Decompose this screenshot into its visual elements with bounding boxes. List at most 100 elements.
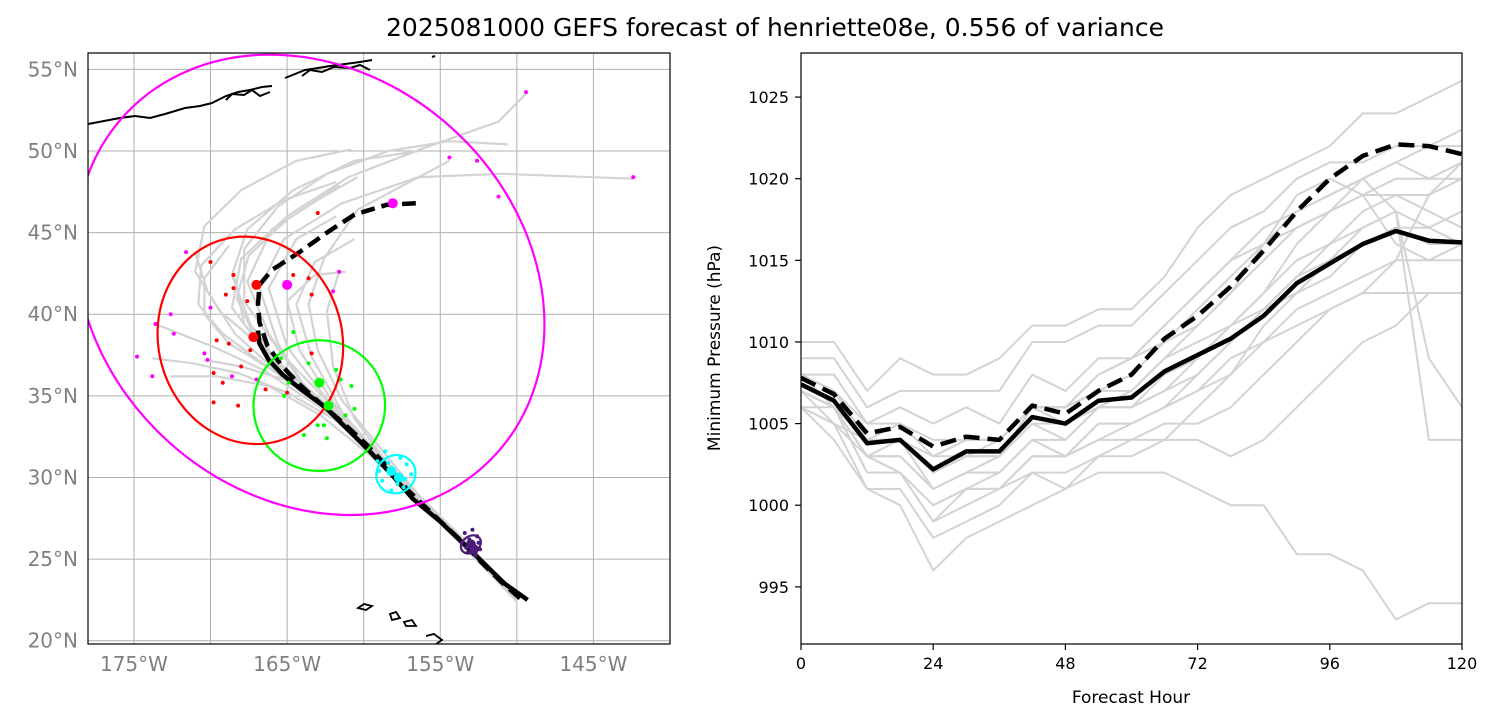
hawaii-island-4	[425, 633, 444, 644]
member-position-point	[315, 423, 320, 428]
member-position-point	[301, 433, 306, 438]
small-island	[431, 55, 436, 58]
member-position-point	[315, 210, 320, 215]
member-position-point	[220, 380, 225, 385]
mean-position-marker	[387, 198, 398, 209]
member-position-point	[470, 527, 475, 532]
figure-title: 2025081000 GEFS forecast of henriette08e…	[386, 13, 1164, 42]
pressure-y-axis-label: Minimum Pressure (hPa)	[705, 245, 725, 451]
member-position-point	[334, 367, 339, 372]
aleutian-coast-2	[225, 88, 271, 101]
member-position-point	[168, 312, 173, 317]
alaska-peninsula-coast	[284, 59, 373, 79]
member-position-point	[309, 292, 314, 297]
mean-position-marker	[282, 279, 293, 290]
mean-position-markers	[248, 198, 479, 555]
mean-position-marker	[251, 279, 262, 290]
member-position-point	[331, 289, 336, 294]
map-grid	[88, 53, 670, 644]
member-position-point	[263, 387, 268, 392]
member-position-point	[245, 299, 250, 304]
uncertainty-ellipse	[375, 453, 417, 495]
member-position-point	[473, 553, 478, 558]
member-position-point	[285, 390, 290, 395]
map-tick-labels: 175°W 165°W 155°W 145°W 20°N 25°N 30°N 35°N 40°N…	[28, 57, 628, 676]
pressure-y-tick-label: 1015	[748, 251, 789, 270]
mean-position-marker	[323, 400, 334, 411]
pressure-ensemble-line	[801, 210, 1462, 458]
pressure-x-axis-label: Forecast Hour	[1072, 688, 1190, 708]
pressure-mean-lines	[801, 142, 1462, 472]
member-position-point	[389, 488, 394, 493]
mean-tracks	[255, 200, 529, 602]
member-position-point	[202, 351, 207, 356]
member-position-point	[352, 406, 357, 411]
member-position-point	[214, 338, 219, 343]
member-position-point	[395, 482, 400, 487]
member-position-point	[380, 478, 385, 483]
pressure-x-tick-label: 0	[796, 654, 806, 673]
mean-position-marker	[314, 377, 325, 388]
pressure-ensemble-line	[801, 210, 1462, 539]
pressure-y-tick-label: 1010	[748, 333, 789, 352]
member-position-point	[447, 155, 452, 160]
aleutian-coast	[88, 85, 273, 125]
member-position-point	[153, 322, 158, 327]
member-position-point	[286, 380, 291, 385]
member-position-point	[409, 472, 414, 477]
map-y-tick-label: 50°N	[28, 139, 78, 163]
uncertainty-ellipses	[88, 53, 546, 555]
pressure-x-tick-label: 48	[1055, 654, 1075, 673]
mean-position-marker	[248, 332, 259, 343]
member-position-point	[239, 364, 244, 369]
pressure-ensemble-line	[801, 79, 1462, 392]
uncertainty-ellipse	[88, 53, 546, 517]
member-position-point	[476, 540, 481, 545]
pressure-frame	[800, 52, 1463, 645]
pressure-x-tick-label: 96	[1320, 654, 1340, 673]
mean-position-marker	[393, 472, 404, 483]
pressure-y-tick-label: 1000	[748, 496, 789, 515]
pressure-ensemble-line	[801, 406, 1462, 621]
member-position-point	[229, 374, 234, 379]
pressure-x-tick-label: 72	[1187, 654, 1207, 673]
member-position-point	[278, 356, 283, 361]
pressure-background	[801, 53, 1462, 644]
member-position-point	[223, 292, 228, 297]
member-position-point	[375, 459, 380, 464]
member-position-point	[337, 269, 342, 274]
map-frame	[87, 52, 671, 645]
map-y-tick-label: 20°N	[28, 629, 78, 653]
member-position-point	[404, 462, 409, 467]
member-position-point	[236, 403, 241, 408]
member-position-point	[205, 357, 210, 362]
member-position-point	[306, 361, 311, 366]
map-y-tick-label: 25°N	[28, 547, 78, 571]
map-y-tick-label: 45°N	[28, 221, 78, 245]
member-position-point	[349, 384, 354, 389]
pressure-ensemble-lines	[801, 79, 1462, 621]
map-background	[88, 53, 670, 644]
member-position-point	[306, 276, 311, 281]
member-position-point	[184, 250, 189, 255]
member-position-point	[150, 374, 155, 379]
pressure-x-tick-label: 120	[1447, 654, 1478, 673]
pressure-ensemble-line	[801, 145, 1462, 441]
member-position-point	[496, 194, 501, 199]
member-position-point	[208, 305, 213, 310]
member-position-point	[383, 449, 388, 454]
pressure-y-tick-label: 995	[758, 578, 789, 597]
pressure-mean-dashed	[801, 142, 1462, 449]
member-position-point	[524, 90, 529, 95]
member-position-point	[475, 158, 480, 163]
member-position-point	[231, 273, 236, 278]
pressure-ensemble-line	[801, 128, 1462, 409]
member-position-point	[211, 400, 216, 405]
uncertainty-ellipse	[252, 339, 387, 473]
member-position-point	[403, 477, 408, 482]
member-position-point	[291, 330, 296, 335]
map-x-tick-label: 145°W	[559, 652, 627, 676]
map-y-tick-label: 30°N	[28, 465, 78, 489]
coastlines	[88, 55, 444, 644]
